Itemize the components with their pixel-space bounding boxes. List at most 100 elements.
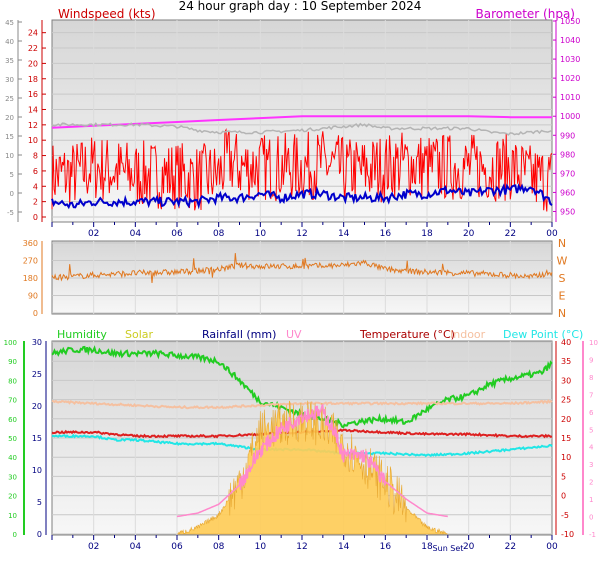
outer-axis-tick-label: 10	[5, 152, 14, 160]
rainfall-tick-label: 5	[37, 498, 42, 507]
uv-tick-label: 0	[589, 514, 593, 522]
direction-tick-label: 0	[33, 309, 38, 318]
temperature-tick-label: -10	[561, 530, 574, 539]
barometer-tick-label: 1020	[560, 74, 580, 83]
legend-label: Indoor	[450, 328, 486, 341]
legend-label: Rainfall (mm)	[202, 328, 276, 341]
barometer-tick-label: 1050	[560, 17, 580, 26]
barometer-axis-label: Barometer (hpa)	[476, 7, 575, 21]
climate-x-tick-label: 12	[296, 542, 307, 552]
uv-tick-label: 3	[589, 461, 593, 469]
wind-x-tick-label: 10	[255, 229, 267, 239]
barometer-tick-label: 1030	[560, 55, 580, 64]
windspeed-axis-label: Windspeed (kts)	[58, 7, 156, 21]
humidity-tick-label: 60	[8, 416, 17, 424]
barometer-tick-label: 960	[560, 188, 575, 197]
outer-axis-tick-label: 0	[10, 190, 14, 198]
compass-label: W	[557, 255, 568, 268]
wind-grey-series-line	[51, 122, 553, 136]
outer-axis-tick-label: 45	[5, 19, 14, 27]
direction-tick-label: 90	[28, 292, 38, 301]
legend-label: Humidity	[57, 328, 107, 341]
humidity-tick-label: 50	[8, 435, 17, 443]
rainfall-tick-label: 30	[32, 338, 42, 347]
humidity-tick-label: 100	[4, 339, 17, 347]
windspeed-tick-label: 0	[33, 213, 38, 222]
windspeed-tick-label: 12	[28, 121, 38, 130]
windspeed-tick-label: 18	[28, 75, 38, 84]
climate-x-tick-label: 10	[255, 542, 267, 552]
outer-axis-tick-label: 40	[5, 38, 14, 46]
direction-tick-label: 270	[23, 257, 38, 266]
outer-axis-tick-label: -5	[7, 209, 14, 217]
humidity-tick-label: 0	[13, 531, 17, 539]
compass-label: N	[558, 237, 566, 250]
humidity-tick-label: 20	[8, 493, 17, 501]
windspeed-tick-label: 14	[28, 105, 38, 114]
compass-label: N	[558, 307, 566, 320]
windspeed-tick-label: 20	[28, 59, 38, 68]
outer-axis-tick-label: 35	[5, 57, 14, 65]
wind-x-tick-label: 06	[171, 229, 183, 239]
wind-x-tick-label: 02	[88, 229, 99, 239]
outer-axis-tick-label: 30	[5, 76, 14, 84]
barometer-tick-label: 1000	[560, 112, 580, 121]
wind-x-tick-label: 00	[546, 229, 558, 239]
temperature-tick-label: 35	[561, 357, 571, 366]
humidity-tick-label: 90	[8, 358, 17, 366]
rainfall-tick-label: 0	[37, 530, 42, 539]
windspeed-tick-label: 10	[28, 136, 38, 145]
uv-tick-label: 6	[589, 409, 594, 417]
climate-x-tick-label: 04	[130, 542, 142, 552]
uv-tick-label: 8	[589, 374, 593, 382]
windspeed-series-line	[51, 128, 553, 212]
wind-x-tick-label: 08	[213, 229, 225, 239]
wind-x-tick-label: 14	[338, 229, 350, 239]
temperature-tick-label: 10	[561, 453, 571, 462]
temperature-tick-label: 25	[561, 396, 571, 405]
outer-axis-tick-label: 20	[5, 114, 14, 122]
legend-label: Temperature (°C)	[359, 328, 455, 341]
climate-x-tick-label: 06	[171, 542, 183, 552]
solar-series-area	[177, 400, 448, 536]
wind-x-tick-label: 22	[505, 229, 516, 239]
outer-axis-tick-label: 15	[5, 133, 14, 141]
windspeed-tick-label: 8	[33, 152, 38, 161]
compass-label: E	[559, 290, 566, 303]
barometer-tick-label: 1040	[560, 36, 580, 45]
wind-x-tick-label: 20	[463, 229, 475, 239]
uv-tick-label: 1	[589, 496, 593, 504]
direction-tick-label: 180	[23, 274, 38, 283]
climate-x-tick-label: 22	[505, 542, 516, 552]
uv-tick-label: 7	[589, 391, 593, 399]
temperature-tick-label: 20	[561, 415, 571, 424]
uv-tick-label: 2	[589, 479, 593, 487]
humidity-tick-label: 70	[8, 397, 17, 405]
uv-tick-label: 4	[589, 444, 594, 452]
compass-label: S	[559, 272, 566, 285]
temperature-tick-label: -5	[561, 511, 569, 520]
uv-tick-label: -1	[589, 531, 596, 539]
rainfall-tick-label: 15	[32, 434, 42, 443]
wind-x-tick-label: 18	[421, 229, 433, 239]
barometer-tick-label: 950	[560, 207, 575, 216]
sunset-annotation: Sun Set	[433, 544, 464, 553]
temperature-tick-label: 30	[561, 376, 571, 385]
climate-x-tick-label: 16	[380, 542, 392, 552]
rainfall-tick-label: 20	[32, 402, 42, 411]
wind-x-tick-label: 16	[380, 229, 392, 239]
climate-x-tick-label: 08	[213, 542, 225, 552]
climate-x-tick-label: 20	[463, 542, 475, 552]
wind-average-series-line	[51, 183, 553, 210]
barometer-tick-label: 970	[560, 169, 575, 178]
barometer-tick-label: 980	[560, 150, 575, 159]
outer-axis-tick-label: 5	[10, 171, 14, 179]
uv-series-line	[176, 404, 448, 518]
rainfall-tick-label: 10	[32, 466, 42, 475]
outer-axis-tick-label: 25	[5, 95, 14, 103]
climate-x-tick-label: 14	[338, 542, 350, 552]
legend-label: Dew Point (°C)	[503, 328, 583, 341]
windspeed-tick-label: 2	[33, 198, 38, 207]
